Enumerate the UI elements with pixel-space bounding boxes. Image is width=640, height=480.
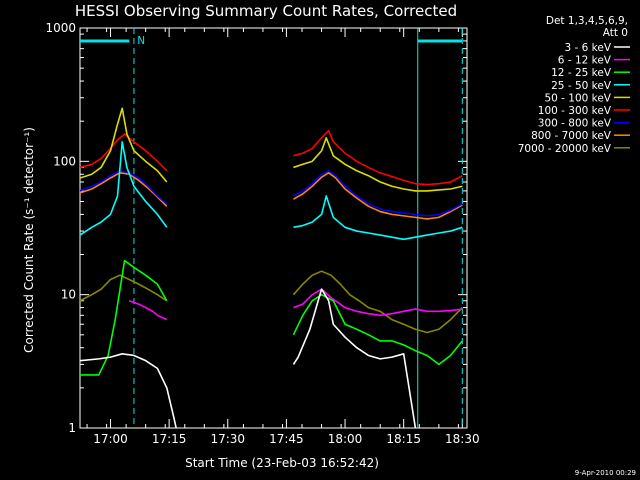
series-line [293,195,463,241]
series-line [79,107,168,183]
legend-entry-label: 6 - 12 keV [558,55,612,67]
series-line [293,169,463,217]
legend-entry-label: 7000 - 20000 keV [518,143,612,155]
chart-title: HESSI Observing Summary Count Rates, Cor… [75,2,457,20]
series-line [79,172,168,207]
legend-header-attenuator: Att 0 [603,27,628,39]
legend-entry-label: 12 - 25 keV [551,67,612,79]
x-tick-label: 17:00 [93,432,128,446]
y-tick-label: 100 [53,154,76,168]
plot-area: 1 10 100 1000 17:00 17:15 17:30 17:45 18:00 18:15… [45,21,479,446]
series-line [79,353,177,429]
x-tick-label: 17:30 [210,432,245,446]
series-line [80,259,168,376]
series-line [79,133,168,172]
y-tick-label: 1 [68,421,76,435]
legend-entry-label: 50 - 100 keV [544,92,611,104]
x-tick-label: 17:15 [152,432,187,446]
series-line [128,300,168,321]
legend-entry-label: 100 - 300 keV [538,105,612,117]
series-line [79,141,168,236]
legend-entry-label: 25 - 50 keV [551,80,612,92]
legend-entry-label: 800 - 7000 keV [531,130,612,142]
attenuator-bar-label: N [137,35,145,47]
series-line [79,274,168,302]
y-axis-label: Corrected Count Rate (s⁻¹ detector⁻¹) [22,127,36,353]
y-tick-label: 10 [61,288,76,302]
series-line [79,169,168,205]
date-stamp: 9-Apr-2010 00:29 [575,469,636,477]
series-line [292,293,463,366]
series-line [293,129,463,186]
legend-entry-label: 300 - 800 keV [538,118,612,130]
series-line [292,270,463,334]
series-line [293,172,463,220]
legend-header-detectors: Det 1,3,4,5,6,9, [546,15,628,27]
x-axis-label: Start Time (23-Feb-03 16:52:42) [185,456,379,470]
x-tick-label: 18:30 [445,432,480,446]
x-tick-label: 17:45 [269,432,304,446]
x-tick-label: 18:00 [328,432,363,446]
x-tick-label: 18:15 [386,432,421,446]
series-line [292,288,417,429]
series-line [293,288,463,317]
y-tick-label: 1000 [45,21,76,35]
series-line [293,137,463,192]
legend-entry-label: 3 - 6 keV [564,42,611,54]
plot-frame [79,27,468,429]
